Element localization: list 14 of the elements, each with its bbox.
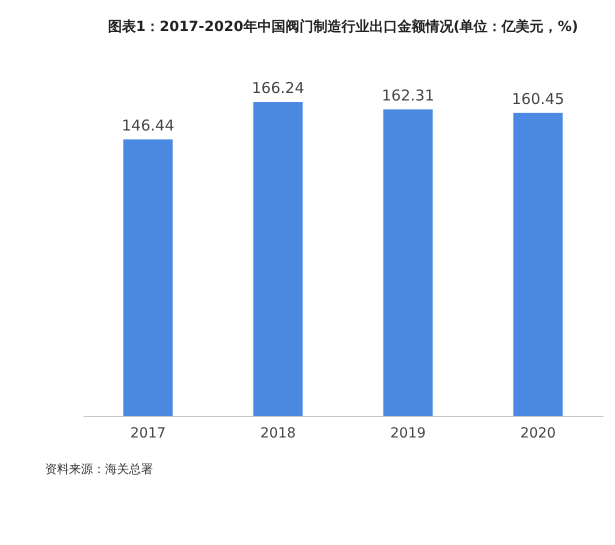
data-label: 146.44 — [122, 116, 174, 134]
bar — [123, 139, 173, 416]
bar — [253, 102, 303, 416]
x-tick-label: 2019 — [390, 426, 426, 442]
text: 资料来源：海关总署 — [45, 462, 153, 476]
x-tick-label: 2018 — [260, 426, 296, 442]
bar — [513, 112, 563, 416]
x-tick-label: 2020 — [520, 426, 556, 442]
data-label: 166.24 — [252, 78, 304, 97]
x-tick-label: 2017 — [130, 426, 166, 442]
data-label: 160.45 — [512, 90, 564, 108]
bar — [383, 109, 433, 416]
chart-title: 图表1：2017-2020年中国阀门制造行业出口金额情况(单位：亿美元，%) — [108, 18, 578, 35]
data-label: 162.31 — [382, 86, 434, 104]
